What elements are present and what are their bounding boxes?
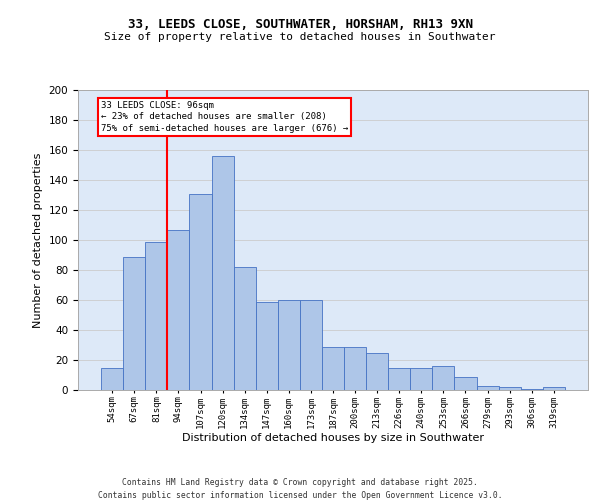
Bar bbox=[476, 386, 499, 390]
Y-axis label: Number of detached properties: Number of detached properties bbox=[33, 152, 43, 328]
Bar bbox=[344, 346, 366, 390]
Bar bbox=[322, 346, 344, 390]
Bar bbox=[167, 230, 190, 390]
X-axis label: Distribution of detached houses by size in Southwater: Distribution of detached houses by size … bbox=[182, 434, 484, 444]
Bar bbox=[366, 352, 388, 390]
Bar bbox=[499, 387, 521, 390]
Bar bbox=[233, 267, 256, 390]
Text: 33 LEEDS CLOSE: 96sqm
← 23% of detached houses are smaller (208)
75% of semi-det: 33 LEEDS CLOSE: 96sqm ← 23% of detached … bbox=[101, 100, 349, 133]
Text: 33, LEEDS CLOSE, SOUTHWATER, HORSHAM, RH13 9XN: 33, LEEDS CLOSE, SOUTHWATER, HORSHAM, RH… bbox=[128, 18, 473, 30]
Text: Contains HM Land Registry data © Crown copyright and database right 2025.
Contai: Contains HM Land Registry data © Crown c… bbox=[98, 478, 502, 500]
Bar bbox=[521, 388, 543, 390]
Bar bbox=[145, 242, 167, 390]
Bar bbox=[433, 366, 454, 390]
Bar bbox=[123, 256, 145, 390]
Bar bbox=[278, 300, 300, 390]
Bar bbox=[410, 368, 433, 390]
Bar bbox=[388, 368, 410, 390]
Text: Size of property relative to detached houses in Southwater: Size of property relative to detached ho… bbox=[104, 32, 496, 42]
Bar bbox=[543, 387, 565, 390]
Bar bbox=[300, 300, 322, 390]
Bar bbox=[212, 156, 233, 390]
Bar bbox=[190, 194, 212, 390]
Bar bbox=[454, 376, 476, 390]
Bar bbox=[101, 368, 123, 390]
Bar bbox=[256, 302, 278, 390]
